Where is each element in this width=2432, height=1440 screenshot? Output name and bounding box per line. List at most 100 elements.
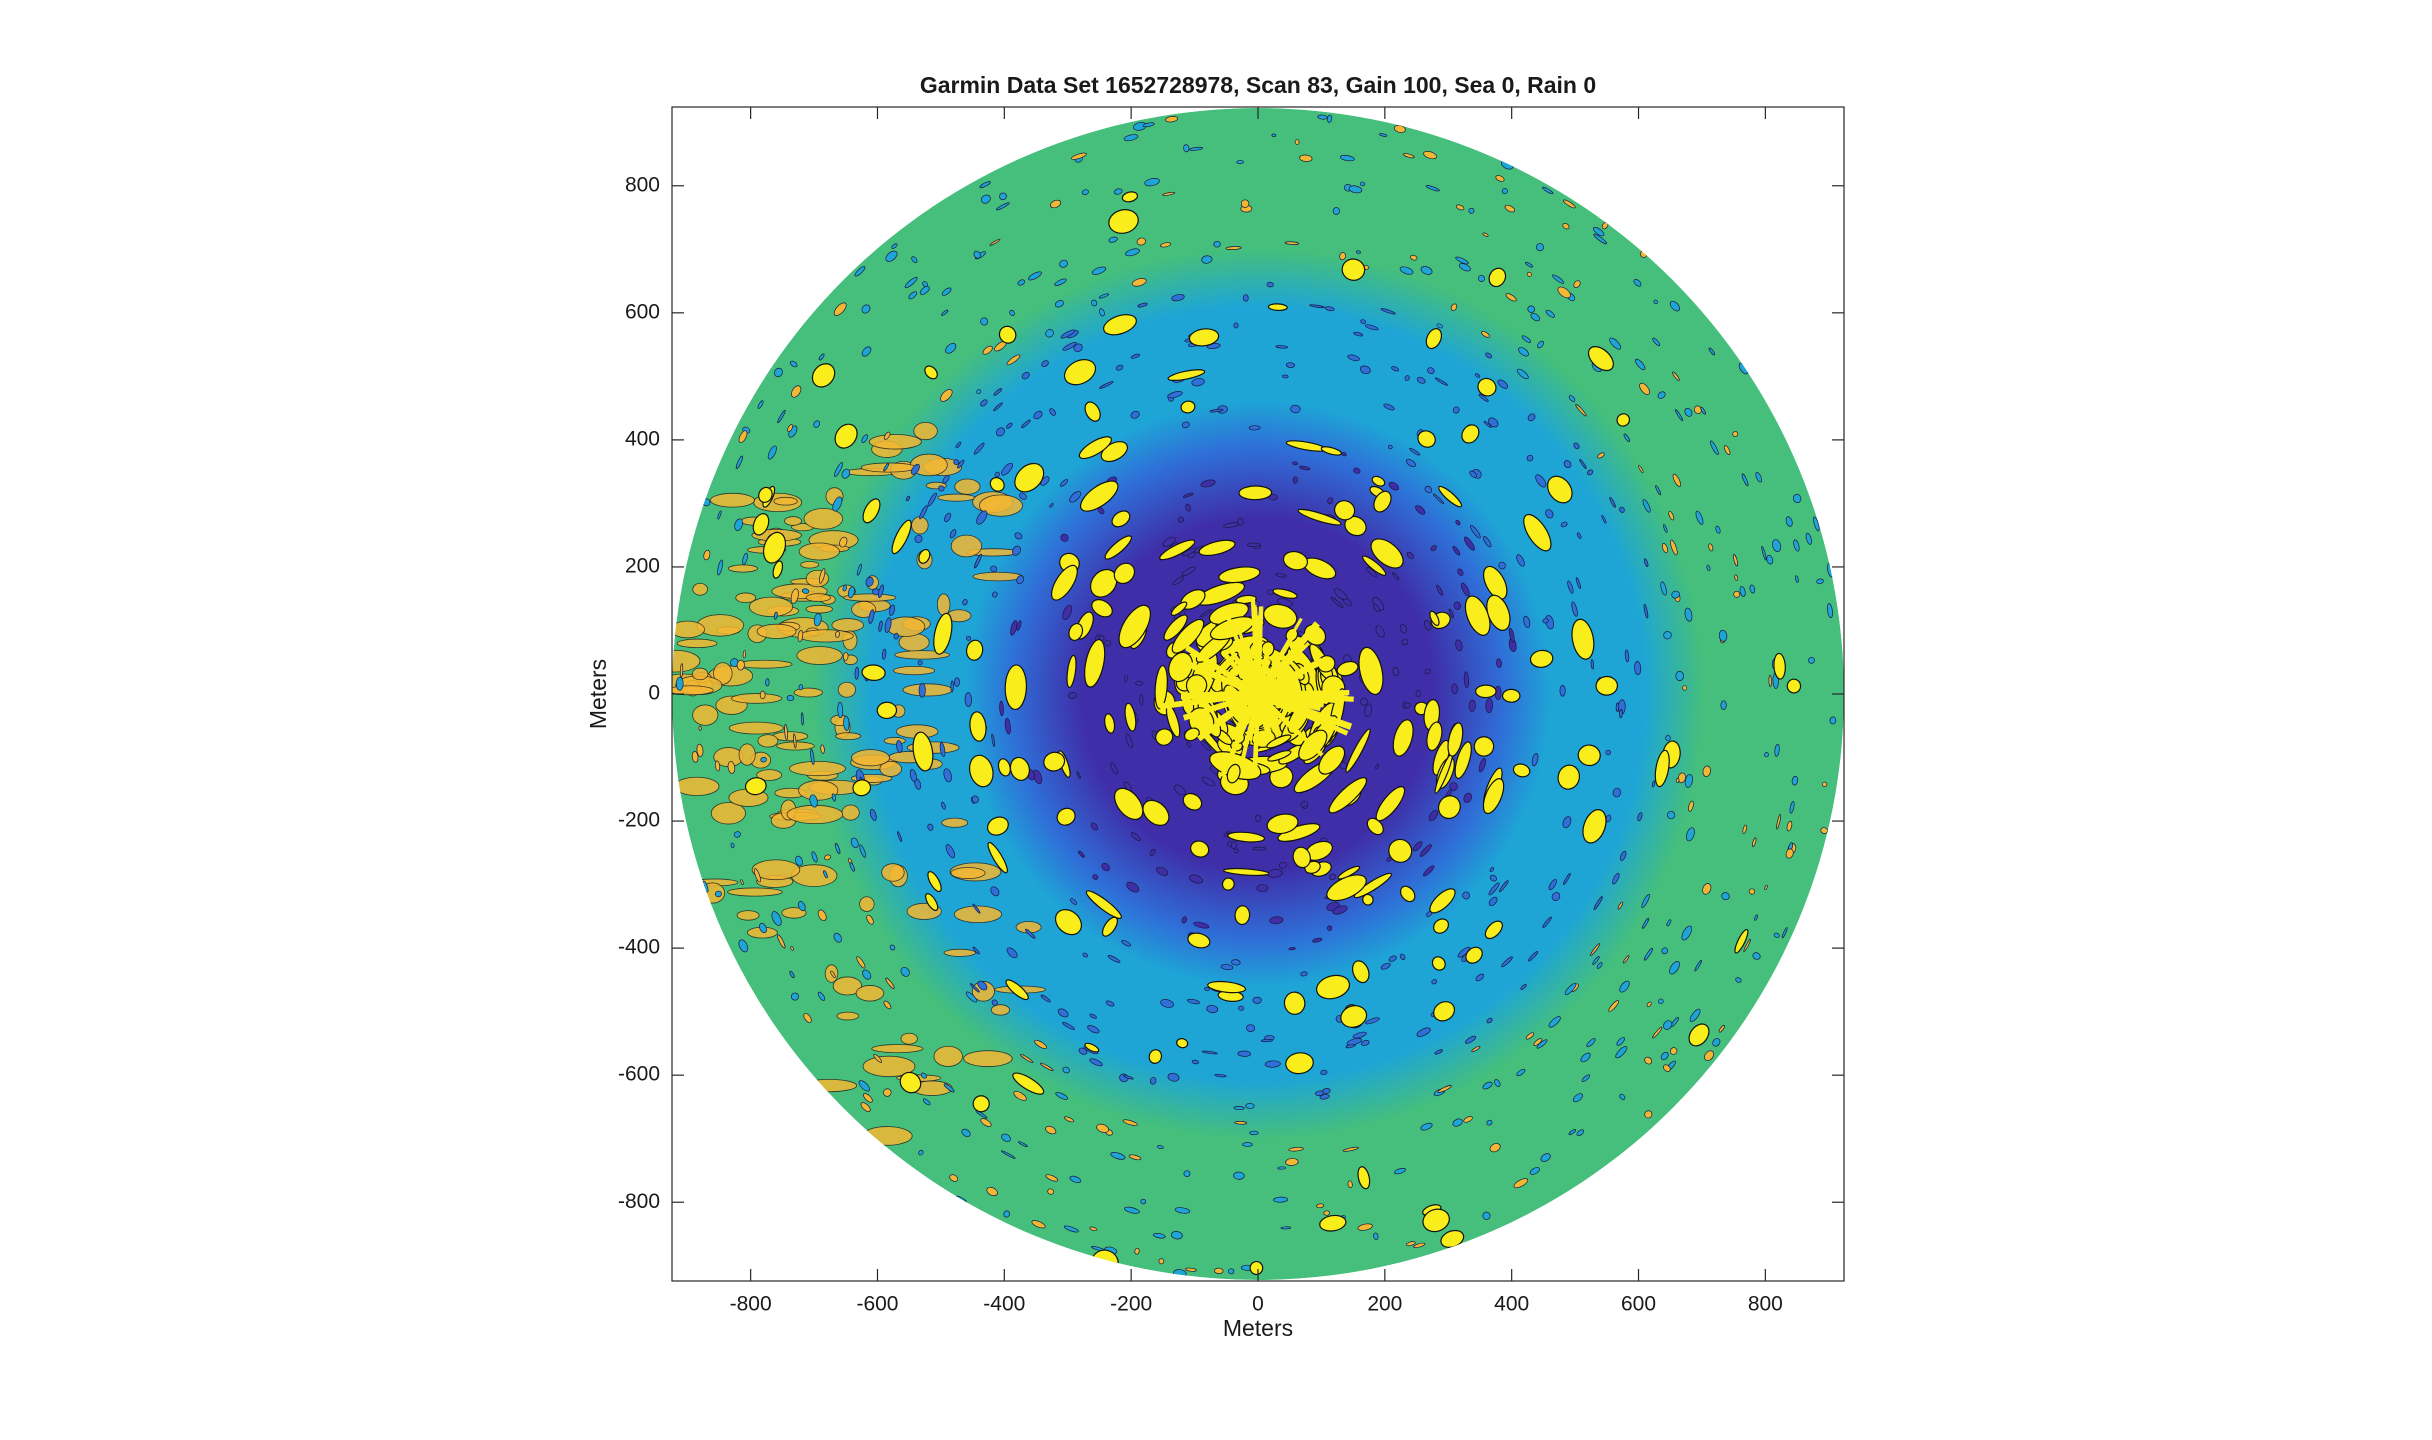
speckle <box>860 1102 871 1112</box>
speckle <box>1332 905 1348 915</box>
speckle <box>938 485 945 492</box>
clutter-patch <box>861 1126 913 1146</box>
speckle <box>1339 155 1355 162</box>
echo <box>1318 745 1346 775</box>
speckle <box>1597 452 1605 459</box>
y-tick-label: 800 <box>625 173 660 196</box>
clutter-patch <box>710 802 746 825</box>
speckle <box>989 238 1001 246</box>
speckle <box>1655 485 1662 496</box>
speckle <box>1526 454 1534 462</box>
speckle <box>1092 874 1099 880</box>
speckle <box>1348 185 1363 194</box>
echo <box>1101 916 1118 937</box>
speckle <box>1718 629 1728 642</box>
speckle <box>945 343 957 354</box>
clutter-patch <box>855 985 885 1002</box>
echo <box>1547 475 1573 504</box>
speckle <box>1201 1050 1218 1055</box>
speckle <box>1643 947 1653 961</box>
speckle <box>1652 1026 1663 1039</box>
speckle <box>1062 1021 1075 1030</box>
speckle <box>1353 467 1361 474</box>
speckle <box>1734 574 1738 581</box>
speckle <box>1557 286 1571 299</box>
speckle <box>1320 1069 1328 1075</box>
speckle <box>1248 425 1261 431</box>
speckle <box>1660 1051 1669 1061</box>
clutter-patch <box>674 776 720 797</box>
clutter-patch <box>798 780 839 801</box>
speckle <box>1542 186 1554 195</box>
speckle <box>856 563 862 576</box>
speckle <box>1643 558 1649 567</box>
speckle <box>1681 925 1693 941</box>
speckle <box>1047 1188 1055 1195</box>
clutter-patch <box>738 743 756 766</box>
speckle <box>850 837 859 849</box>
speckle <box>1423 620 1432 631</box>
echo <box>1113 562 1136 585</box>
speckle <box>980 1118 992 1127</box>
speckle <box>949 529 957 539</box>
clutter-patch <box>727 887 783 897</box>
clutter-patch <box>836 1011 860 1021</box>
speckle <box>1748 888 1756 895</box>
speckle <box>1708 543 1714 552</box>
echo <box>927 870 942 893</box>
speckle <box>1471 1045 1481 1053</box>
echo <box>972 1095 990 1113</box>
speckle <box>1300 971 1308 977</box>
speckle <box>1563 460 1572 468</box>
radar-field <box>672 108 1844 1280</box>
speckle <box>1124 675 1128 683</box>
speckle <box>1590 943 1601 956</box>
clutter-patch <box>883 736 906 745</box>
speckle <box>1153 1232 1166 1239</box>
echo <box>852 779 872 797</box>
speckle <box>1045 329 1054 338</box>
clutter-patch <box>800 1078 858 1093</box>
echo <box>989 477 1005 492</box>
clutter-patch <box>936 593 951 616</box>
speckle <box>1567 580 1574 594</box>
x-tick-label: 400 <box>1494 1293 1529 1316</box>
speckle <box>1006 947 1018 959</box>
speckle <box>911 463 920 475</box>
speckle <box>1660 581 1667 596</box>
clutter-patch <box>832 976 863 996</box>
speckle <box>1165 116 1179 123</box>
clutter-patch <box>979 494 1023 517</box>
speckle <box>1025 928 1036 939</box>
y-axis-label: Meters <box>585 659 611 729</box>
speckle <box>1609 337 1622 350</box>
echo <box>1285 1052 1314 1075</box>
speckle <box>1201 776 1216 787</box>
y-tick-label: -400 <box>618 936 660 959</box>
echo <box>744 777 767 796</box>
speckle <box>1124 1206 1140 1214</box>
speckle <box>976 510 988 525</box>
speckle <box>1776 813 1782 830</box>
speckle <box>1001 1133 1011 1142</box>
echo <box>1207 980 1247 994</box>
speckle <box>1000 1150 1016 1159</box>
speckle <box>1234 1121 1248 1125</box>
echo <box>1148 1049 1163 1064</box>
speckle <box>942 474 950 484</box>
speckle <box>993 388 1003 396</box>
speckle <box>790 946 794 951</box>
speckle <box>1332 207 1340 215</box>
speckle <box>1521 335 1531 343</box>
speckle <box>883 1088 892 1097</box>
speckle <box>1486 1119 1493 1126</box>
speckle <box>1021 372 1030 380</box>
speckle <box>1009 309 1015 316</box>
speckle <box>1773 932 1780 938</box>
echo <box>1227 831 1266 843</box>
speckle <box>1575 403 1587 417</box>
speckle <box>1516 368 1529 380</box>
speckle <box>1167 1072 1180 1082</box>
